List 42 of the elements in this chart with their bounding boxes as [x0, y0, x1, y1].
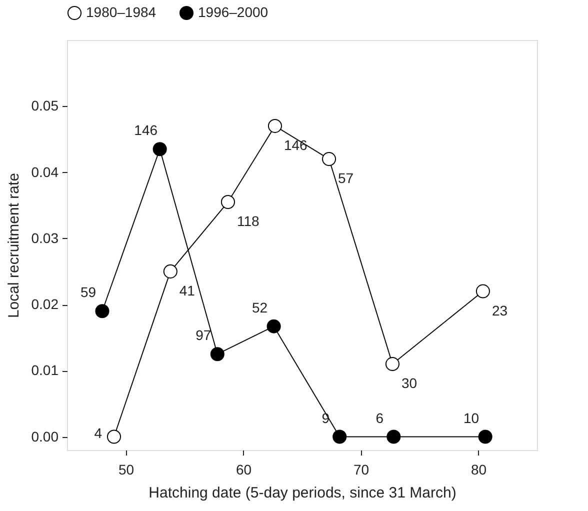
legend-label: 1996–2000 [198, 4, 268, 20]
x-tick-label: 60 [236, 462, 252, 478]
point [268, 118, 282, 133]
point [220, 195, 235, 210]
annotation: 9 [322, 410, 330, 426]
annotation: 146 [134, 122, 158, 138]
annotation: 52 [252, 299, 268, 316]
annotation: 146 [284, 136, 308, 153]
annotation: 6 [376, 410, 384, 426]
annotation: 59 [80, 284, 96, 300]
point [322, 152, 336, 166]
annotation: 118 [236, 213, 260, 230]
point [386, 430, 401, 444]
x-tick-label: 80 [470, 462, 487, 478]
y-tick-label: 0.05 [31, 98, 59, 114]
y-tick-label: 0.03 [31, 230, 59, 246]
x-tick-label: 70 [353, 462, 370, 478]
point [210, 347, 224, 362]
annotation: 30 [401, 375, 418, 392]
legend-label: 1980–1984 [86, 4, 156, 20]
point [385, 357, 400, 372]
annotation: 57 [338, 170, 354, 186]
point [106, 430, 122, 444]
point [152, 142, 167, 156]
point [163, 264, 178, 278]
y-tick-label: 0.01 [31, 362, 59, 378]
y-tick-label: 0.00 [31, 428, 59, 444]
annotation: 10 [464, 410, 480, 426]
x-axis-title: Hatching date (5-day periods, since 31 March) [148, 484, 456, 502]
annotation: 41 [179, 282, 196, 298]
annotation: 97 [196, 327, 212, 344]
y-tick-label: 0.02 [31, 296, 59, 312]
annotation: 23 [492, 302, 508, 318]
point [95, 304, 110, 318]
y-tick-label: 0.04 [31, 164, 59, 180]
point [266, 319, 281, 334]
point [476, 284, 490, 298]
y-axis-title: Local recruitment rate [5, 172, 22, 318]
x-tick-label: 50 [118, 462, 134, 478]
annotation: 4 [94, 424, 102, 441]
point [332, 430, 347, 444]
point [478, 430, 492, 444]
